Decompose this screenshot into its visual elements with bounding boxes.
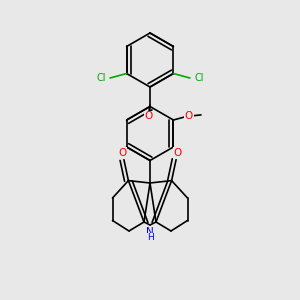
- Text: O: O: [144, 111, 153, 122]
- Text: O: O: [173, 148, 182, 158]
- Text: O: O: [118, 148, 127, 158]
- Text: N: N: [146, 226, 154, 237]
- Text: O: O: [185, 111, 193, 122]
- Text: Cl: Cl: [194, 73, 204, 83]
- Text: H: H: [147, 233, 153, 242]
- Text: Cl: Cl: [96, 73, 106, 83]
